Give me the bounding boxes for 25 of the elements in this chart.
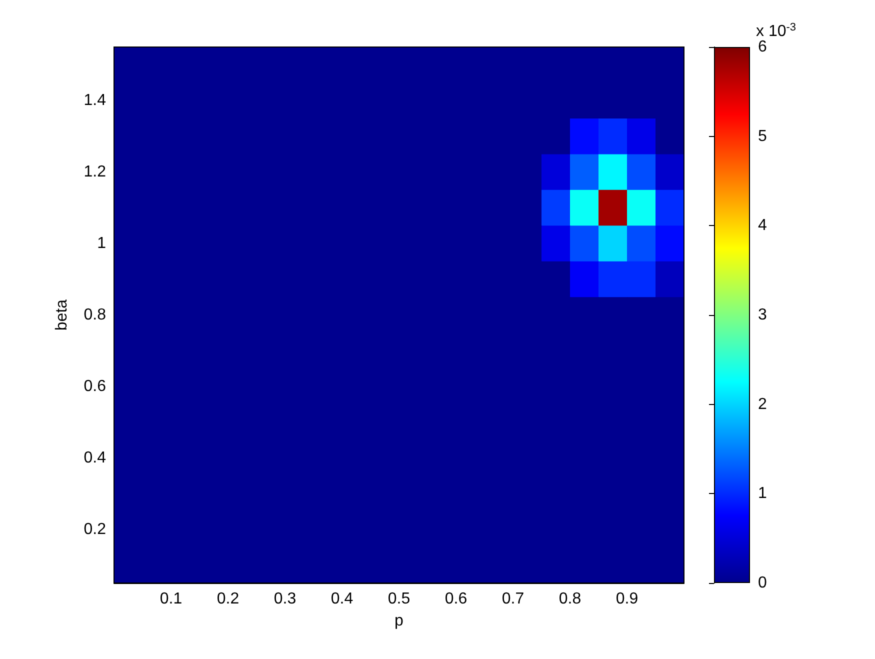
x-tick-label: 0.7 <box>502 590 524 608</box>
x-tick-label: 0.3 <box>274 590 296 608</box>
y-tick-label: 1 <box>97 235 106 252</box>
color-bar-label: 1 <box>758 485 767 502</box>
x-tick-label: 0.6 <box>444 590 468 608</box>
y-tick-label: 0.4 <box>84 449 106 466</box>
y-tick-label: 0.6 <box>84 378 106 395</box>
x-tick-label: 0.8 <box>558 590 582 608</box>
color-bar-label: 4 <box>758 217 767 234</box>
color-bar-label: 0 <box>758 574 767 592</box>
color-bar-label: 6 <box>758 38 767 56</box>
y-tick-label: 0.8 <box>84 306 106 324</box>
color-bar-label: 5 <box>758 128 767 145</box>
x-tick-label: 0.2 <box>216 590 240 608</box>
y-tick-label: 1.2 <box>84 164 106 181</box>
color-bar-label: 2 <box>758 396 767 413</box>
x-axis-title: p <box>394 612 404 630</box>
x-tick-label: 0.5 <box>388 590 410 608</box>
color-bar-label: 3 <box>758 306 767 324</box>
x-tick-label: 0.1 <box>160 590 182 608</box>
y-tick-label: 1.4 <box>84 92 106 110</box>
x-tick-label: 0.9 <box>616 590 638 608</box>
y-axis-title: beta <box>54 299 70 331</box>
x-tick-label: 0.4 <box>330 590 354 608</box>
y-tick-label: 0.2 <box>84 520 106 538</box>
